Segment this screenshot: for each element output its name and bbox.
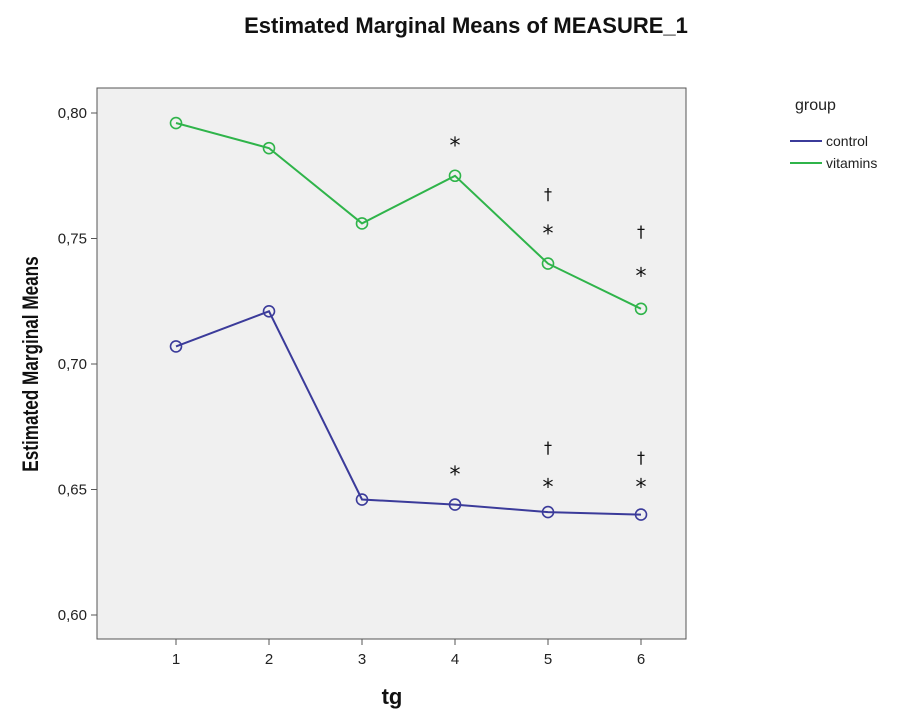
data-point [169, 340, 183, 353]
x-tick-label: 6 [637, 651, 645, 668]
data-point [169, 116, 183, 130]
data-point [448, 169, 462, 183]
series-line-vitamins [175, 122, 642, 310]
y-tick-label: 0,60 [58, 607, 87, 624]
data-point [634, 508, 648, 521]
significance-asterisk: * [636, 265, 647, 290]
data-point [262, 304, 276, 318]
plot-area [96, 87, 687, 640]
annotation-layer: * † * † * * † * † * [450, 134, 647, 500]
chart-title: Estimated Marginal Means of MEASURE_1 [244, 13, 688, 38]
significance-asterisk: * [450, 134, 461, 159]
y-tick-label: 0,75 [58, 231, 87, 248]
significance-asterisk: * [450, 463, 461, 488]
y-tick-label: 0,65 [58, 482, 87, 499]
legend: group control vitamins [790, 97, 877, 171]
series-layer [169, 116, 648, 521]
x-tick-label: 1 [172, 651, 180, 668]
y-axis-label: Estimated Marginal Means [19, 256, 44, 471]
x-tick-label: 2 [265, 651, 273, 668]
legend-label-vitamins: vitamins [826, 155, 877, 171]
significance-asterisk: * [636, 475, 647, 500]
y-tick-label: 0,70 [58, 356, 87, 373]
significance-asterisk: * [543, 222, 554, 247]
significance-dagger: † [637, 222, 645, 241]
significance-dagger: † [544, 438, 552, 457]
y-axis: 0,60 0,65 0,70 0,75 0,80 [58, 105, 97, 624]
x-axis: 1 2 3 4 5 6 [172, 639, 645, 668]
data-point [541, 257, 555, 270]
data-point [355, 493, 369, 506]
series-control [169, 304, 648, 521]
y-tick-label: 0,80 [58, 105, 87, 122]
x-tick-label: 3 [358, 651, 366, 668]
x-tick-label: 5 [544, 651, 552, 668]
data-point [634, 302, 648, 316]
data-point [262, 141, 276, 155]
significance-asterisk: * [543, 475, 554, 500]
data-point [541, 505, 555, 519]
significance-dagger: † [544, 184, 552, 203]
legend-label-control: control [826, 133, 868, 149]
x-tick-label: 4 [451, 651, 459, 668]
data-point [355, 217, 369, 230]
data-point [448, 498, 462, 511]
series-vitamins [169, 116, 648, 316]
x-axis-label: tg [382, 684, 403, 709]
significance-dagger: † [637, 448, 645, 467]
legend-title: group [795, 97, 836, 114]
series-line-control [175, 310, 642, 516]
